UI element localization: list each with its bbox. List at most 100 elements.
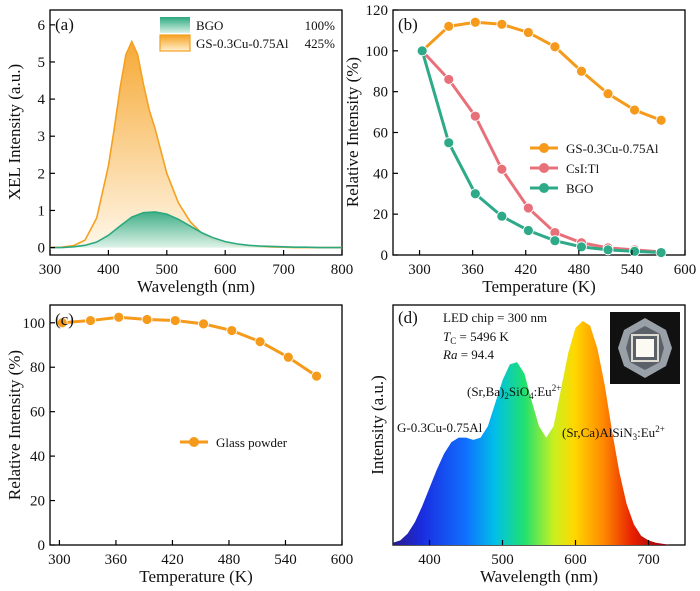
x-tick-label-c: 300 [48, 552, 71, 568]
y-tick-label-c: 60 [30, 405, 45, 421]
legend-label-glass-powder: Glass powder [216, 435, 288, 450]
annotation-led-chip: LED chip = 300 nm [443, 310, 547, 325]
x-tick-label-a: 300 [39, 262, 62, 278]
point-glass-powder [198, 318, 209, 330]
spectrum-area [393, 321, 685, 545]
panel-d-ylabel: Intensity (a.u.) [368, 375, 387, 475]
point-bgo [496, 210, 508, 222]
panel-c-ylabel: Relative Intensity (%) [5, 350, 24, 500]
x-tick-label-c: 600 [331, 552, 354, 568]
y-tick-label-c: 0 [38, 538, 46, 554]
point-bgo [522, 225, 534, 236]
panel-b: 300 360 420 480 540 600 0 20 40 60 80 100 120 (b) Te… [343, 3, 696, 296]
y-tick-label-c: 20 [30, 494, 45, 510]
point-bgo [629, 245, 640, 257]
point-gs-0-3cu-0-75al [629, 104, 640, 116]
y-tick-label-b: 20 [373, 207, 388, 223]
series-line-glass-powder [62, 315, 318, 378]
y-tick-label-a: 0 [38, 241, 46, 257]
panel-c: 300 360 420 480 540 600 0 20 40 60 80 100 (c) Tempe… [5, 304, 354, 586]
legend-marker-gs-0-3cu-0-75al [539, 143, 549, 153]
legend-marker-bgo [539, 183, 549, 193]
line-bgo [50, 211, 342, 249]
legend-value-bgo: 100% [305, 18, 336, 33]
legend-label-bgo: BGO [196, 18, 223, 33]
area-gs-0-3cu-0-75al [50, 41, 342, 248]
series-line-gs-0-3cu-0-75al [421, 20, 662, 122]
legend-label-bgo: BGO [566, 181, 593, 196]
panel-c-plot-area [49, 304, 343, 546]
peak-label-sr-ca: (Sr,Ca)AlSiN3:Eu2+ [562, 424, 665, 442]
point-csi-tl [496, 163, 508, 175]
line-gs-0-3cu-0-75al [49, 39, 342, 249]
led-photo [610, 312, 680, 384]
x-tick-label-a: 600 [214, 262, 237, 278]
x-tick-label-a: 500 [156, 262, 179, 278]
panel-c-legend: Glass powder [180, 435, 288, 450]
legend-label-gs-0-3cu-0-75al: GS-0.3Cu-0.75Al [566, 141, 659, 156]
point-bgo [416, 45, 428, 57]
panel-a: 300 400 500 600 700 800 0 1 2 3 4 5 6 (a) Wavelength… [5, 9, 354, 296]
panel-c-label: (c) [55, 310, 74, 329]
y-tick-label-a: 1 [38, 203, 46, 219]
y-tick-label-c: 100 [23, 316, 46, 332]
x-tick-label-c: 540 [274, 552, 297, 568]
x-tick-label-c: 360 [105, 552, 128, 568]
series-line-csi-tl [421, 49, 662, 254]
panel-b-legend: GS-0.3Cu-0.75Al CsI:Tl BGO [530, 141, 659, 196]
x-tick-label-a: 800 [331, 262, 354, 278]
panel-a-label: (a) [55, 15, 74, 34]
point-glass-powder [113, 311, 125, 323]
legend-swatch-gs [159, 34, 191, 52]
x-tick-label-b: 480 [568, 262, 591, 278]
point-gs-0-3cu-0-75al [496, 18, 508, 30]
panel-d-label: (d) [398, 308, 418, 327]
panel-d-xlabel: Wavelength (nm) [480, 567, 598, 586]
y-tick-label-b: 60 [373, 126, 388, 142]
annotation-ra: Ra = 94.4 [442, 347, 495, 362]
x-tick-label-a: 400 [97, 262, 120, 278]
legend-label-gs: GS-0.3Cu-0.75Al [196, 36, 289, 51]
y-tick-label-a: 4 [38, 92, 46, 108]
panel-a-xlabel: Wavelength (nm) [137, 277, 255, 296]
point-gs-0-3cu-0-75al [443, 20, 455, 32]
legend-label-csi-tl: CsI:Tl [566, 161, 600, 176]
panel-c-xlabel: Temperature (K) [139, 567, 253, 586]
y-tick-label-a: 3 [38, 129, 46, 145]
legend-swatch-bgo [160, 17, 190, 33]
peak-label-sr-ba: (Sr,Ba)2SiO4:Eu2+ [467, 383, 561, 401]
x-tick-label-c: 480 [218, 552, 241, 568]
legend-value-gs: 425% [305, 36, 336, 51]
x-tick-label-a: 700 [272, 262, 295, 278]
y-tick-label-a: 5 [38, 55, 46, 71]
x-tick-label-b: 360 [461, 262, 484, 278]
point-glass-powder [282, 351, 294, 363]
series-line-bgo [420, 50, 662, 255]
peak-label-green: G-0.3Cu-0.75Al [397, 420, 483, 435]
legend-marker-csi-tl [539, 163, 549, 173]
x-tick-label-c: 420 [161, 552, 184, 568]
y-tick-label-b: 40 [373, 166, 388, 182]
panel-a-plot-area [49, 9, 343, 256]
x-tick-label-b: 420 [514, 262, 537, 278]
point-bgo [655, 247, 667, 258]
panel-a-legend: BGO 100% GS-0.3Cu-0.75Al 425% [159, 17, 336, 52]
point-glass-powder [56, 317, 68, 329]
point-glass-powder [169, 315, 181, 326]
x-tick-label-d: 700 [637, 552, 660, 568]
point-gs-0-3cu-0-75al [469, 16, 481, 28]
point-gs-0-3cu-0-75al [549, 41, 561, 53]
y-tick-label-c: 40 [30, 449, 45, 465]
point-glass-powder [141, 314, 153, 325]
y-tick-label-b: 100 [366, 44, 389, 60]
x-tick-label-d: 600 [564, 552, 587, 568]
y-tick-label-c: 80 [30, 360, 45, 376]
legend-marker-glass-powder [189, 437, 199, 447]
y-tick-label-b: 80 [373, 85, 388, 101]
panel-b-label: (b) [398, 15, 418, 34]
point-glass-powder [311, 370, 322, 382]
point-csi-tl [443, 74, 455, 85]
x-tick-label-b: 600 [674, 262, 697, 278]
point-glass-powder [226, 325, 238, 336]
